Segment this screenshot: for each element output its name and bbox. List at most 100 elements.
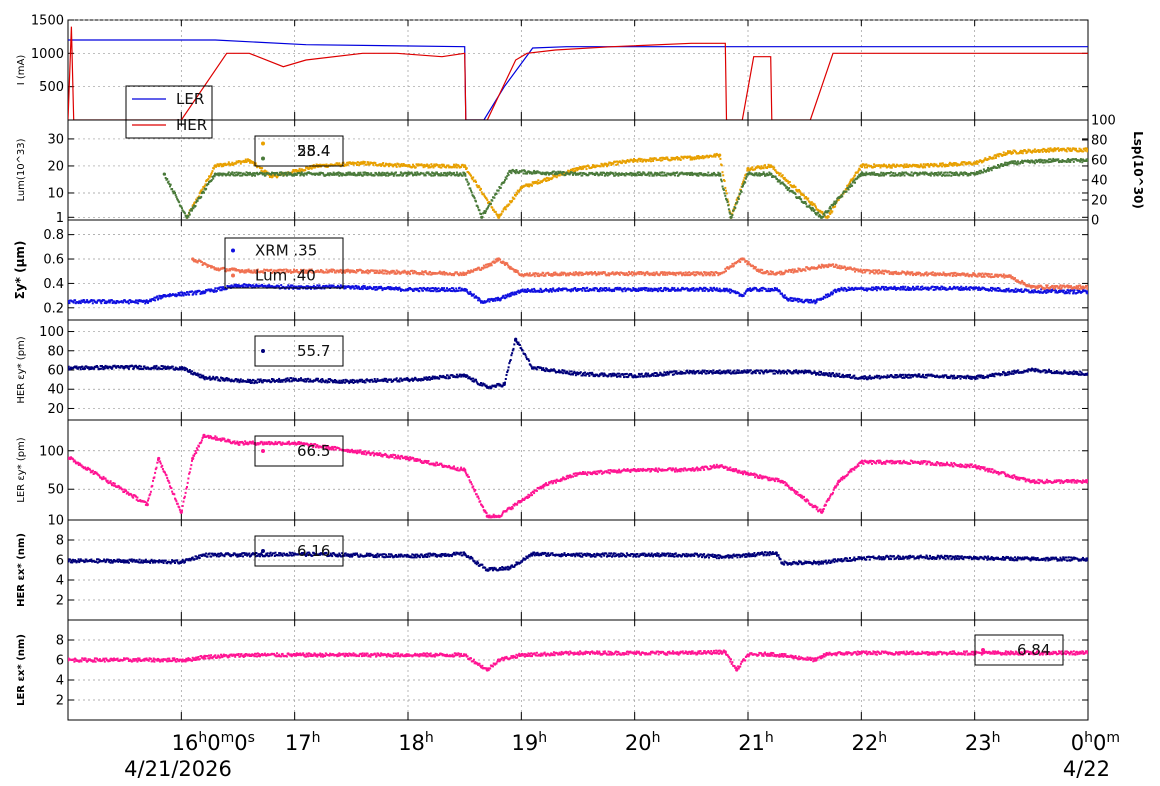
data-point xyxy=(466,167,468,169)
data-point xyxy=(515,293,517,295)
data-point xyxy=(853,177,855,179)
data-point xyxy=(600,287,602,289)
data-point xyxy=(552,287,554,289)
data-point xyxy=(370,172,372,174)
data-point xyxy=(666,175,668,177)
data-point xyxy=(795,186,797,188)
data-point xyxy=(175,196,177,198)
data-point xyxy=(810,299,812,301)
data-point xyxy=(688,271,690,273)
data-point xyxy=(756,172,758,174)
data-point xyxy=(824,214,826,216)
data-point xyxy=(254,175,256,177)
data-point xyxy=(702,290,704,292)
data-point xyxy=(817,212,819,214)
data-point xyxy=(439,271,441,273)
data-point xyxy=(882,286,884,288)
data-point xyxy=(360,172,362,174)
data-point xyxy=(1034,148,1036,150)
data-point xyxy=(499,259,501,261)
data-point xyxy=(921,286,923,288)
data-point xyxy=(714,274,716,276)
data-point xyxy=(181,207,183,209)
data-point xyxy=(513,198,515,200)
data-point xyxy=(1012,152,1014,154)
data-point xyxy=(731,263,733,265)
data-point xyxy=(960,286,962,288)
data-point xyxy=(319,284,321,286)
data-point xyxy=(637,161,639,163)
data-point xyxy=(282,175,284,177)
data-point xyxy=(212,170,214,172)
data-point xyxy=(1015,288,1017,290)
data-point xyxy=(731,216,733,218)
data-point xyxy=(733,209,735,211)
y-right-tick-label: 40 xyxy=(1091,174,1108,189)
data-point xyxy=(770,173,772,175)
data-point xyxy=(384,272,386,274)
data-point xyxy=(744,182,746,184)
data-point xyxy=(366,164,368,166)
data-point xyxy=(207,183,209,185)
data-point xyxy=(328,284,330,286)
data-point xyxy=(531,185,533,187)
data-point xyxy=(501,213,503,215)
data-point xyxy=(531,288,533,290)
data-point xyxy=(222,286,224,288)
data-point xyxy=(502,211,504,213)
data-point xyxy=(496,193,498,195)
data-point xyxy=(478,267,480,269)
data-point xyxy=(439,164,441,166)
data-point xyxy=(438,287,440,289)
data-point xyxy=(464,175,466,177)
data-point xyxy=(962,164,964,166)
data-point xyxy=(742,185,744,187)
data-point xyxy=(372,164,374,166)
data-point xyxy=(805,203,807,205)
data-point xyxy=(1073,161,1075,163)
data-point xyxy=(231,171,233,173)
data-point xyxy=(761,290,763,292)
data-point xyxy=(822,298,824,300)
data-point xyxy=(326,164,328,166)
data-point xyxy=(508,204,510,206)
y-tick-label: 0.2 xyxy=(43,301,64,316)
y-tick-label: 1000 xyxy=(31,47,64,62)
data-point xyxy=(170,184,172,186)
y-axis-label: Lum(10^33) xyxy=(16,138,27,201)
data-point xyxy=(236,172,238,174)
data-point xyxy=(498,190,500,192)
data-point xyxy=(188,212,190,214)
data-point xyxy=(719,158,721,160)
data-point xyxy=(724,187,726,189)
data-point xyxy=(807,299,809,301)
data-point xyxy=(661,171,663,173)
data-point xyxy=(657,290,659,292)
data-point xyxy=(857,171,859,173)
data-point xyxy=(843,290,845,292)
data-point xyxy=(988,158,990,160)
data-point xyxy=(490,203,492,205)
data-point xyxy=(719,175,721,177)
data-point xyxy=(831,210,833,212)
data-point xyxy=(644,289,646,291)
data-point xyxy=(680,159,682,161)
data-point xyxy=(962,174,964,176)
data-point xyxy=(481,216,483,218)
data-point xyxy=(364,285,366,287)
data-point xyxy=(354,287,356,289)
data-point xyxy=(188,294,190,296)
data-point xyxy=(185,294,187,296)
data-point xyxy=(422,290,424,292)
data-point xyxy=(1042,162,1044,164)
data-point xyxy=(861,166,863,168)
data-point xyxy=(174,192,176,194)
data-point xyxy=(1041,159,1043,161)
data-point xyxy=(775,176,777,178)
data-point xyxy=(965,286,967,288)
data-point xyxy=(761,269,763,271)
data-point xyxy=(516,193,518,195)
data-point xyxy=(697,175,699,177)
data-point xyxy=(1048,151,1050,153)
